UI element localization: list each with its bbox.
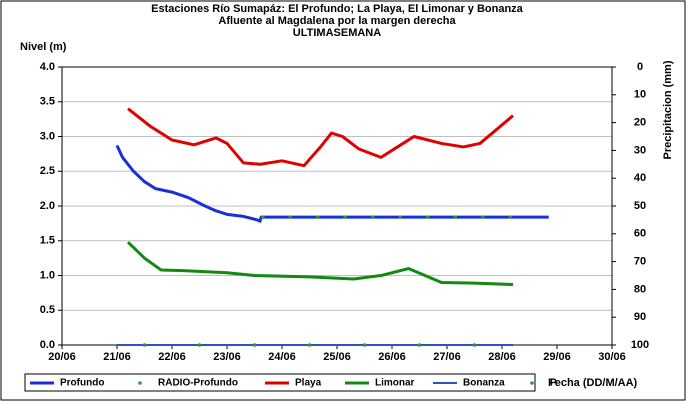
- x-tick-label: 29/06: [543, 351, 571, 363]
- legend-label: Playa: [295, 378, 322, 389]
- marker: [398, 215, 403, 219]
- y-tick-label: 3.5: [40, 96, 55, 108]
- y2-tick-label: 80: [634, 283, 646, 295]
- x-tick-label: 23/06: [213, 351, 241, 363]
- x-axis-label: Fecha (DD/M/AA): [548, 377, 638, 389]
- marker: [343, 215, 348, 219]
- legend-label: Bonanza: [463, 378, 505, 389]
- y2-tick-label: 90: [634, 311, 646, 323]
- marker: [417, 343, 422, 347]
- y2-tick-label: 70: [634, 256, 646, 268]
- marker: [315, 215, 320, 219]
- series-line: [127, 107, 514, 168]
- chart-title: Estaciones Río Sumapáz: El Profundo; La …: [151, 3, 524, 15]
- legend-label: Profundo: [60, 378, 104, 389]
- marker: [480, 215, 485, 219]
- marker: [260, 215, 265, 219]
- y-tick-label: 1.5: [40, 235, 55, 247]
- chart-subtitle: Afluente al Magdalena por la margen dere…: [218, 15, 456, 27]
- x-tick-label: 24/06: [268, 351, 296, 363]
- x-tick-label: 21/06: [103, 351, 131, 363]
- marker: [197, 343, 202, 347]
- x-tick-label: 30/06: [598, 351, 626, 363]
- y-tick-label: 2.0: [40, 200, 55, 212]
- x-tick-label: 28/06: [488, 351, 516, 363]
- y2-tick-label: 20: [634, 117, 646, 129]
- y2-tick-label: 50: [634, 200, 646, 212]
- marker: [472, 343, 477, 347]
- legend-label: Limonar: [375, 378, 415, 389]
- x-tick-label: 26/06: [378, 351, 406, 363]
- legend-label: P: [550, 378, 557, 389]
- series-line: [126, 241, 514, 287]
- legend-swatch: [530, 381, 534, 385]
- x-tick-label: 27/06: [433, 351, 461, 363]
- y2-tick-label: 0: [637, 61, 643, 73]
- y2-axis-label: Precipitacion (mm): [662, 60, 674, 159]
- series-line: [115, 144, 549, 223]
- y-tick-label: 0.0: [40, 339, 55, 351]
- marker: [508, 215, 513, 219]
- y-tick-label: 1.0: [40, 269, 55, 281]
- marker: [252, 343, 257, 347]
- chart-subtitle: ULTIMASEMANA: [293, 27, 381, 39]
- y-axis-label: Nivel (m): [20, 41, 67, 53]
- marker: [453, 215, 458, 219]
- y2-tick-label: 60: [634, 228, 646, 240]
- y2-tick-label: 10: [634, 89, 646, 101]
- marker: [425, 215, 430, 219]
- x-tick-label: 22/06: [158, 351, 186, 363]
- y2-tick-label: 40: [634, 172, 646, 184]
- x-tick-label: 20/06: [48, 351, 76, 363]
- marker: [307, 343, 312, 347]
- legend-swatch: [138, 381, 142, 385]
- y2-tick-label: 100: [631, 339, 649, 351]
- y-tick-label: 2.5: [40, 165, 55, 177]
- marker: [362, 343, 367, 347]
- y-tick-label: 4.0: [40, 61, 55, 73]
- y-tick-label: 3.0: [40, 130, 55, 142]
- y2-tick-label: 30: [634, 144, 646, 156]
- marker: [142, 343, 147, 347]
- x-tick-label: 25/06: [323, 351, 351, 363]
- legend-label: RADIO-Profundo: [158, 378, 238, 389]
- marker: [370, 215, 375, 219]
- y-tick-label: 0.5: [40, 304, 55, 316]
- marker: [288, 215, 293, 219]
